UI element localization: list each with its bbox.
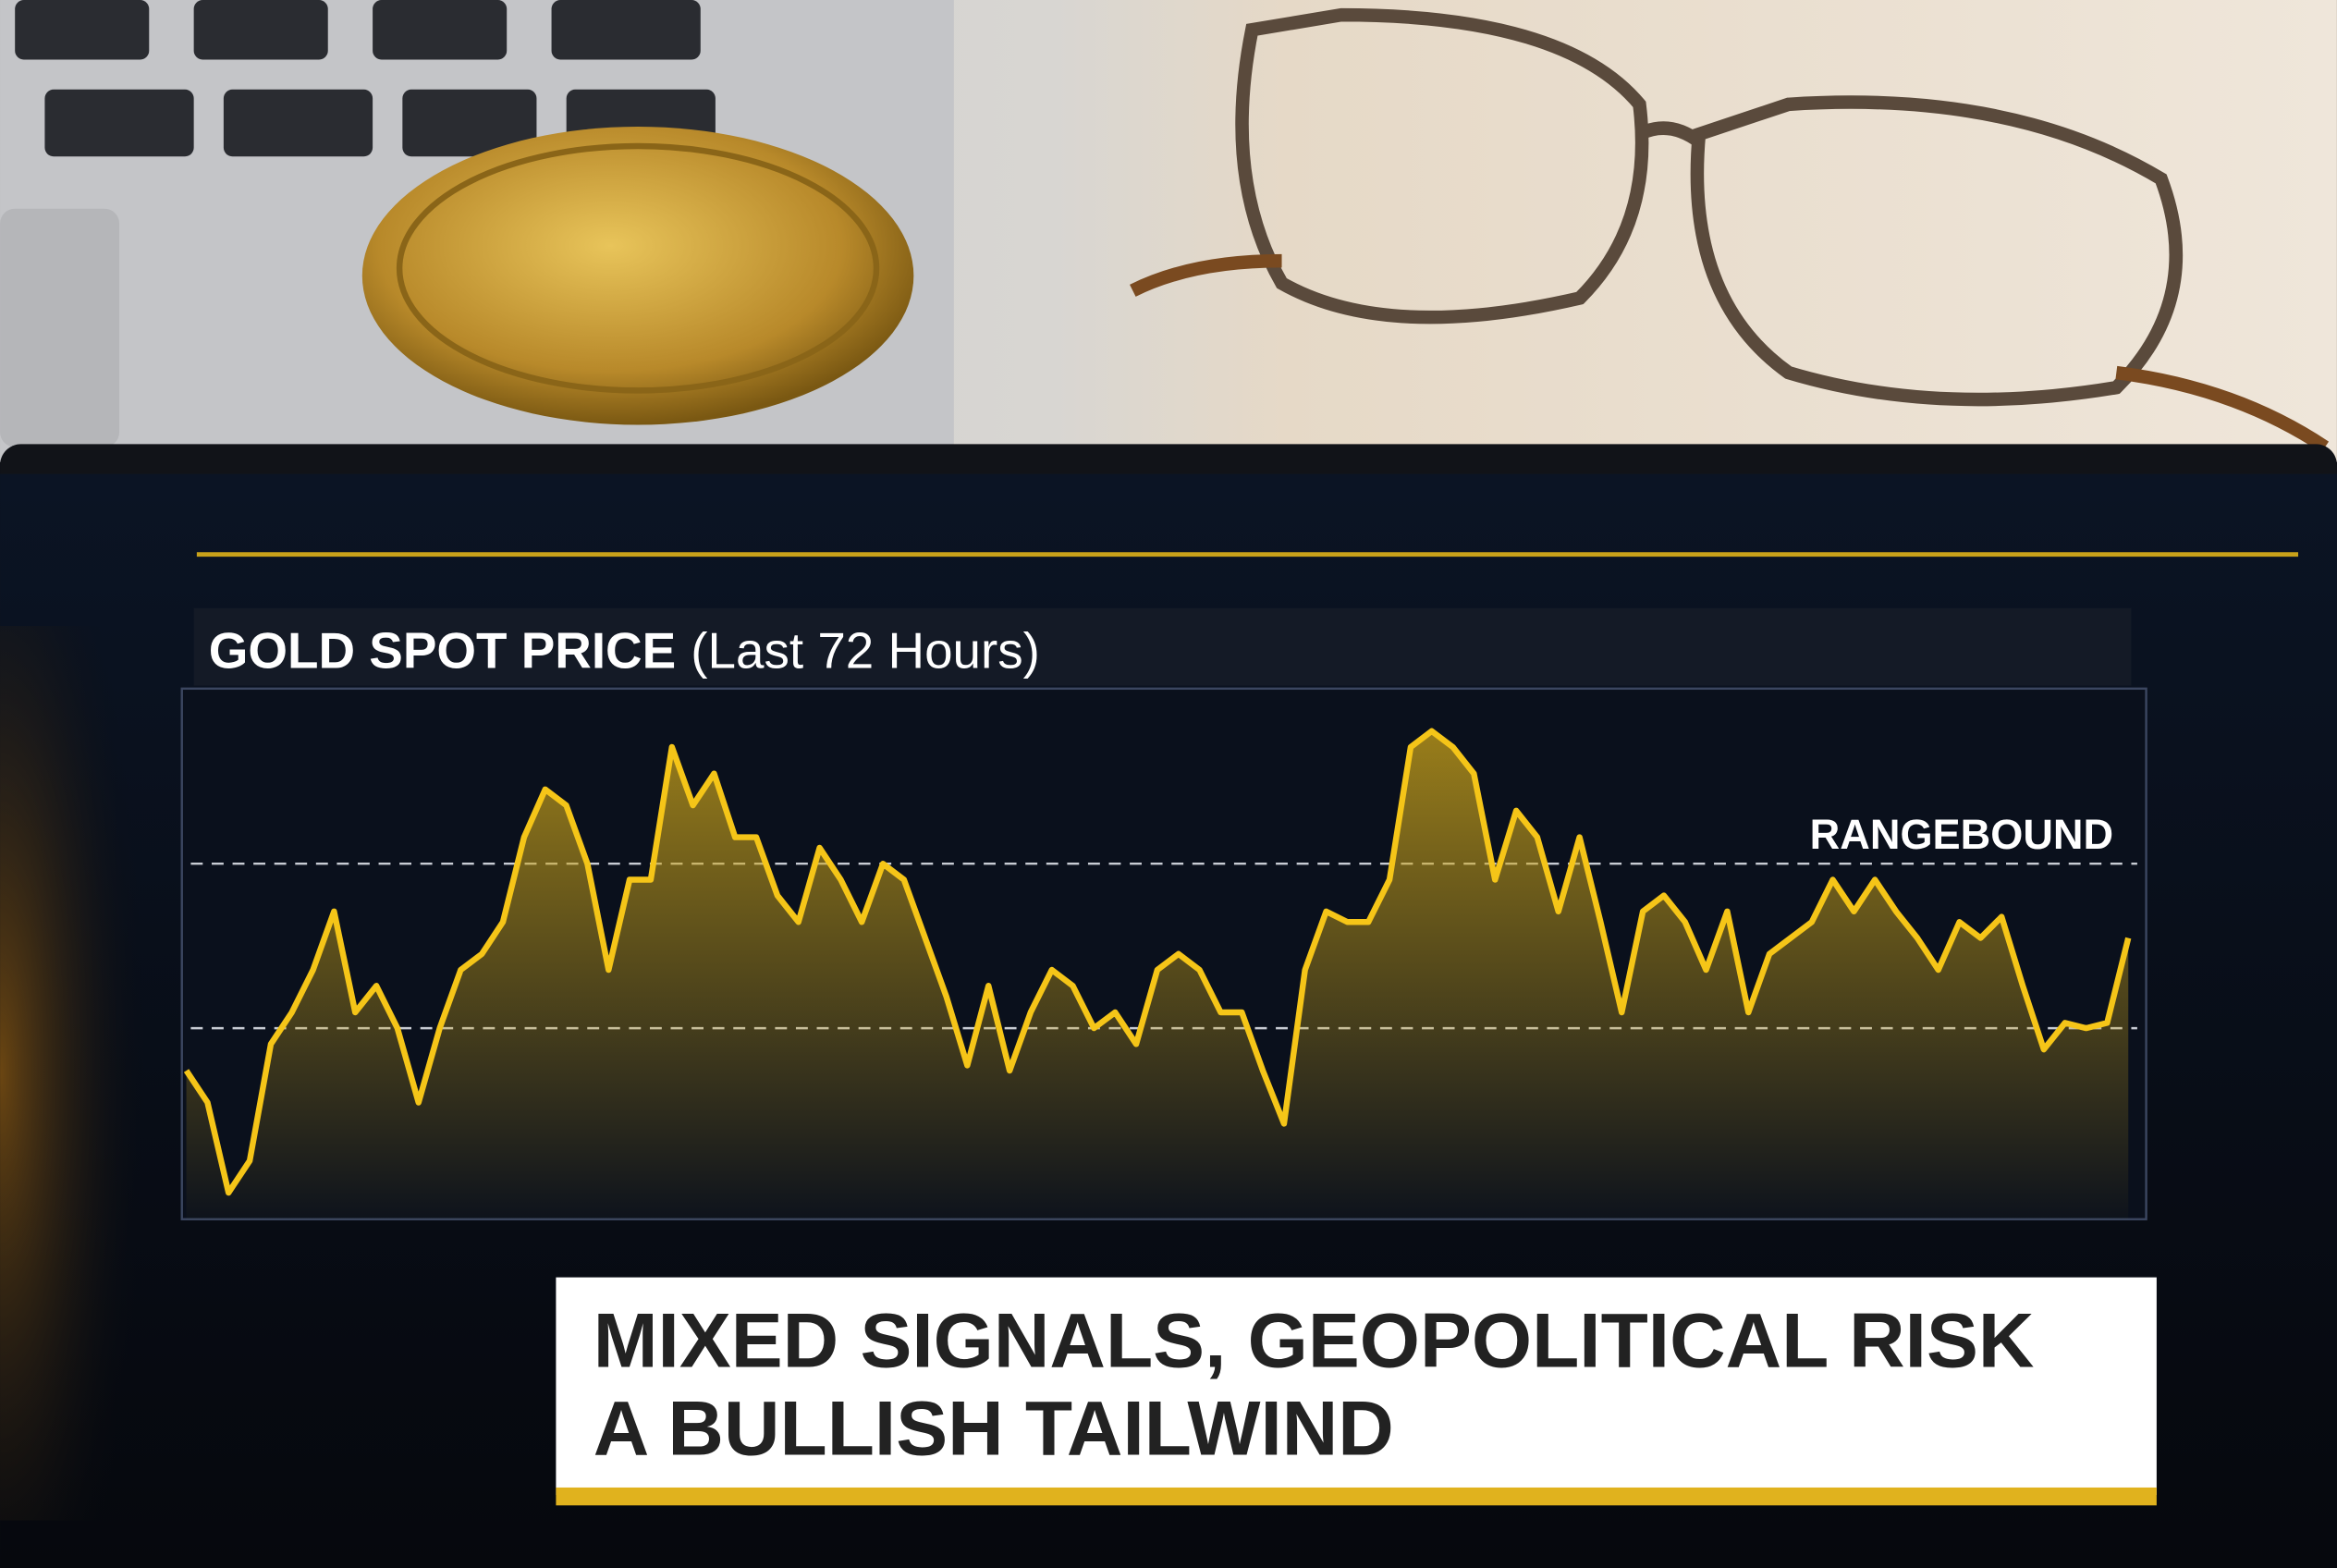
range-annotation: RANGEBOUND [1810, 811, 2113, 858]
title-bar [193, 607, 2132, 686]
screen-glow [0, 626, 209, 1521]
coin [361, 127, 914, 425]
keyboard-keys [15, 0, 716, 157]
price-line [183, 728, 2132, 1196]
glasses [1130, 7, 2330, 453]
headline-box [556, 1277, 2157, 1496]
title-sub: (Last 72 Hours) [691, 621, 1040, 679]
headline-accent [556, 1487, 2157, 1506]
plot: RANGEBOUND [183, 728, 2137, 1219]
trackpad [0, 208, 120, 447]
headline-line: A BULLISH TAILWIND [593, 1384, 1394, 1471]
headline-line: MIXED SIGNALS, GEOPOLITICAL RISK [593, 1296, 2035, 1383]
chart-title: GOLD SPOT PRICE (Last 72 Hours) [209, 621, 1040, 679]
coin-rim [396, 142, 880, 394]
title-main: GOLD SPOT PRICE [209, 621, 676, 679]
